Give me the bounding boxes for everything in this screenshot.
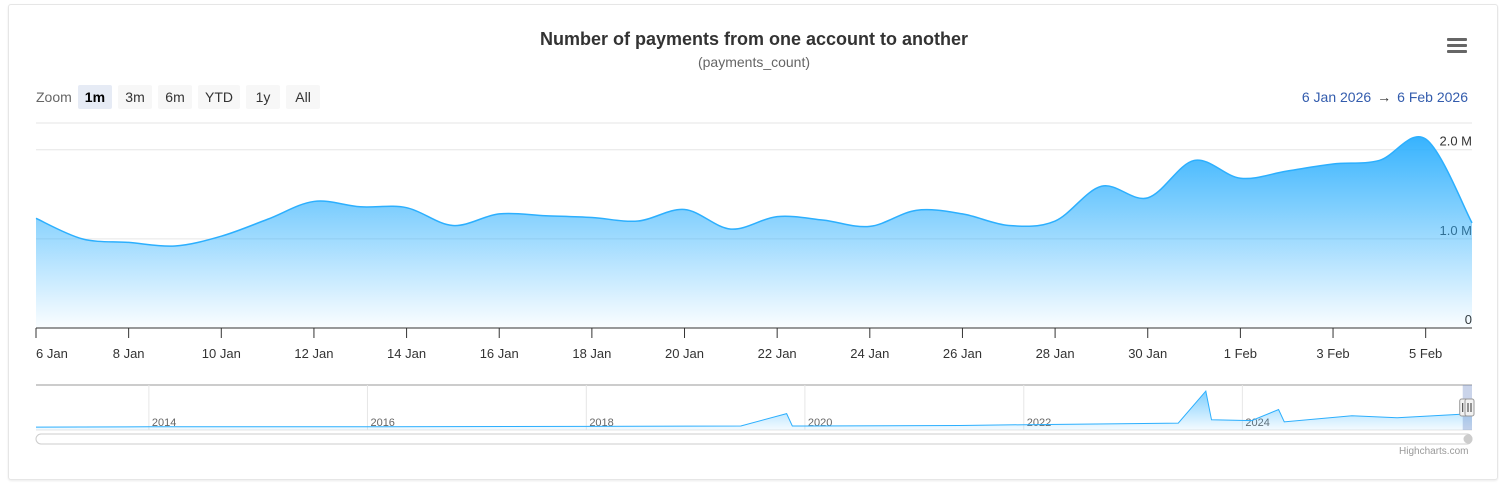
- zoom-button-all[interactable]: All: [286, 85, 321, 109]
- navigator-year-label: 2014: [152, 417, 176, 429]
- scrollbar-track[interactable]: [35, 433, 1473, 445]
- range-from-input[interactable]: 6 Jan 2026: [1301, 89, 1372, 105]
- navigator-line: [35, 389, 1473, 428]
- date-range-display: 6 Jan 2026 → 6 Feb 2026: [1302, 89, 1468, 105]
- y-tick-label: 2.0 M: [1439, 134, 1472, 149]
- x-tick-label: 24 Jan: [850, 346, 889, 361]
- x-tick-label: 14 Jan: [387, 346, 426, 361]
- series-line: [35, 136, 1473, 247]
- x-tick-label: 3 Feb: [1316, 346, 1349, 361]
- x-tick-label: 18 Jan: [572, 346, 611, 361]
- x-tick-label: 6 Jan: [36, 346, 68, 361]
- range-selector: Zoom 1m 3m 6m YTD 1y All: [36, 85, 326, 109]
- chart-title: Number of payments from one account to a…: [539, 29, 969, 49]
- navigator-area: [36, 391, 1472, 430]
- x-tick-label: 8 Jan: [113, 346, 145, 361]
- hamburger-menu-icon[interactable]: [1447, 38, 1467, 56]
- x-tick-label: 20 Jan: [665, 346, 704, 361]
- zoom-button-3m[interactable]: 3m: [118, 85, 153, 109]
- series-area: [36, 136, 1472, 328]
- x-tick-label: 1 Feb: [1224, 346, 1257, 361]
- x-tick-label: 30 Jan: [1128, 346, 1167, 361]
- range-arrow-icon: →: [1377, 89, 1392, 105]
- x-tick-label: 10 Jan: [202, 346, 241, 361]
- navigator[interactable]: 201420162018202020222024: [35, 384, 1475, 445]
- zoom-button-ytd[interactable]: YTD: [198, 85, 241, 109]
- x-tick-label: 5 Feb: [1409, 346, 1442, 361]
- x-tick-label: 12 Jan: [294, 346, 333, 361]
- navigator-handle-right[interactable]: [1464, 398, 1475, 417]
- x-tick-label: 26 Jan: [943, 346, 982, 361]
- x-tick-label: 16 Jan: [480, 346, 519, 361]
- zoom-button-1m[interactable]: 1m: [77, 85, 113, 109]
- chart-subtitle: (payments_count): [697, 54, 811, 70]
- zoom-button-6m[interactable]: 6m: [158, 85, 193, 109]
- x-tick-label: 22 Jan: [758, 346, 797, 361]
- x-tick-label: 28 Jan: [1036, 346, 1075, 361]
- zoom-button-1y[interactable]: 1y: [246, 85, 281, 109]
- zoom-label: Zoom: [36, 89, 72, 105]
- credits-link[interactable]: Highcharts.com: [1399, 446, 1469, 457]
- navigator-year-label: 2016: [370, 417, 394, 429]
- range-to-input[interactable]: 6 Feb 2026: [1397, 89, 1468, 105]
- scrollbar-thumb[interactable]: [1463, 434, 1473, 444]
